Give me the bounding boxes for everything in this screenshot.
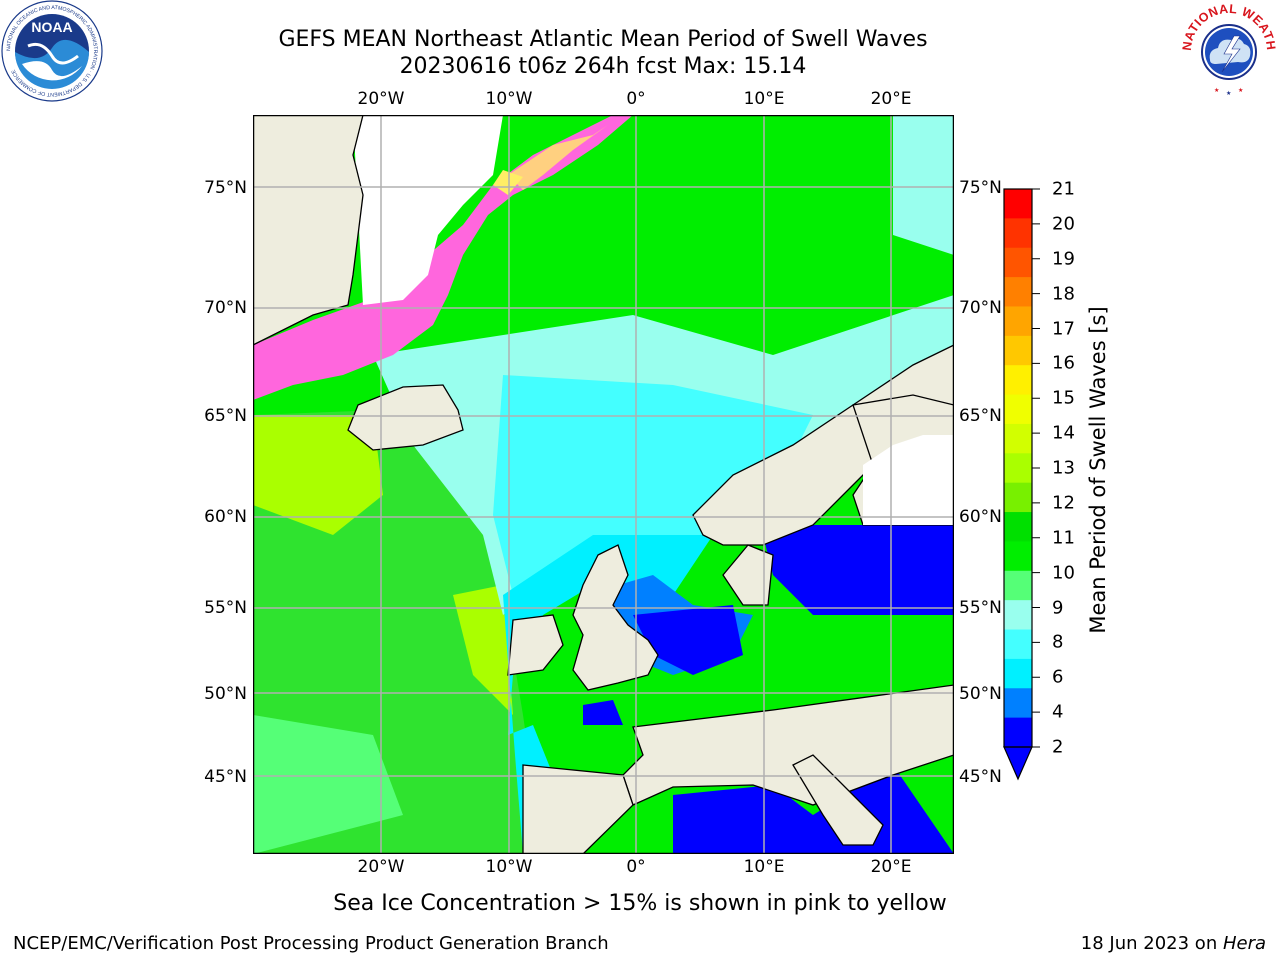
colorbar-segment	[1004, 453, 1032, 484]
colorbar-tick-label: 11	[1052, 527, 1075, 549]
colorbar-segment	[1004, 570, 1032, 601]
colorbar-tick-label: 21	[1052, 178, 1075, 200]
lon-label-10w-top: 10°W	[485, 89, 533, 109]
lat-label-50n-left: 50°N	[204, 684, 247, 704]
colorbar-tick-label: 2	[1052, 736, 1064, 758]
colorbar-segment	[1004, 629, 1032, 660]
footer-credit: NCEP/EMC/Verification Post Processing Pr…	[13, 933, 609, 954]
lat-label-70n-right: 70°N	[959, 298, 1002, 318]
colorbar-tick-label: 10	[1052, 562, 1075, 584]
lon-label-10w-bottom: 10°W	[485, 857, 533, 877]
lon-label-10e-top: 10°E	[743, 89, 785, 109]
map-panel	[253, 115, 954, 854]
lon-label-0-bottom: 0°	[626, 857, 646, 877]
colorbar-tick-label: 18	[1052, 283, 1075, 305]
colorbar-segment	[1004, 423, 1032, 454]
lat-label-55n-left: 55°N	[204, 598, 247, 618]
lon-label-20w-bottom: 20°W	[357, 857, 405, 877]
lat-label-75n-left: 75°N	[204, 178, 247, 198]
colorbar-tick-label: 6	[1052, 666, 1064, 688]
chart-subtitle: 20230616 t06z 264h fcst Max: 15.14	[399, 54, 807, 79]
svg-text:★: ★	[1214, 87, 1219, 94]
colorbar-segment	[1004, 717, 1032, 748]
lat-label-50n-right: 50°N	[959, 684, 1002, 704]
lon-label-10e-bottom: 10°E	[743, 857, 785, 877]
colorbar	[1003, 188, 1040, 781]
lat-label-65n-left: 65°N	[204, 406, 247, 426]
footer-date-text: 18 Jun 2023 on	[1080, 933, 1223, 954]
svg-text:★: ★	[1226, 90, 1231, 97]
colorbar-tick-label: 8	[1052, 631, 1064, 653]
svg-text:★: ★	[1238, 87, 1243, 94]
lat-label-65n-right: 65°N	[959, 406, 1002, 426]
lat-label-60n-left: 60°N	[204, 507, 247, 527]
sea-ice-note: Sea Ice Concentration > 15% is shown in …	[333, 891, 947, 916]
noaa-logo: NOAA NATIONAL OCEANIC AND ATMOSPHERIC AD…	[1, 0, 103, 102]
colorbar-tick-label: 13	[1052, 457, 1075, 479]
colorbar-segment	[1004, 394, 1032, 425]
chart-title: GEFS MEAN Northeast Atlantic Mean Period…	[278, 27, 928, 52]
lat-label-55n-right: 55°N	[959, 598, 1002, 618]
colorbar-title: Mean Period of Swell Waves [s]	[1086, 306, 1110, 634]
colorbar-segment	[1004, 218, 1032, 249]
colorbar-segment	[1004, 306, 1032, 337]
lat-label-70n-left: 70°N	[204, 298, 247, 318]
colorbar-extend-arrow	[1003, 746, 1033, 781]
colorbar-tick-label: 14	[1052, 422, 1075, 444]
lon-label-20e-bottom: 20°E	[870, 857, 912, 877]
colorbar-segment	[1004, 189, 1032, 219]
footer-date: 18 Jun 2023 on Hera	[1081, 933, 1266, 954]
colorbar-tick-label: 16	[1052, 352, 1075, 374]
colorbar-segment	[1004, 688, 1032, 719]
lon-label-20w-top: 20°W	[357, 89, 405, 109]
graticule	[253, 115, 954, 854]
colorbar-tick-label: 4	[1052, 701, 1064, 723]
lat-label-60n-right: 60°N	[959, 507, 1002, 527]
colorbar-tick-label: 19	[1052, 248, 1075, 270]
colorbar-tick-label: 9	[1052, 597, 1064, 618]
colorbar-tick-label: 12	[1052, 492, 1075, 514]
lat-label-45n-left: 45°N	[204, 767, 247, 787]
colorbar-segment	[1004, 482, 1032, 513]
colorbar-tick-label: 15	[1052, 387, 1075, 409]
colorbar-segment	[1004, 335, 1032, 366]
colorbar-tick-label: 20	[1052, 213, 1075, 235]
colorbar-segment	[1004, 277, 1032, 307]
colorbar-segment	[1004, 600, 1032, 631]
lon-label-20e-top: 20°E	[870, 89, 912, 109]
lat-label-75n-right: 75°N	[959, 178, 1002, 198]
colorbar-segment	[1004, 658, 1032, 689]
colorbar-segment	[1004, 512, 1032, 542]
svg-text:NOAA: NOAA	[31, 19, 72, 35]
lon-label-0-top: 0°	[626, 89, 646, 109]
nws-logo: NATIONAL WEATHER SERVICE ★ ★ ★	[1178, 2, 1278, 98]
colorbar-segment	[1004, 365, 1032, 396]
footer-host: Hera	[1222, 933, 1266, 954]
colorbar-tick-label: 17	[1052, 318, 1075, 339]
lat-label-45n-right: 45°N	[959, 767, 1002, 787]
colorbar-segment	[1004, 541, 1032, 572]
colorbar-segment	[1004, 247, 1032, 278]
